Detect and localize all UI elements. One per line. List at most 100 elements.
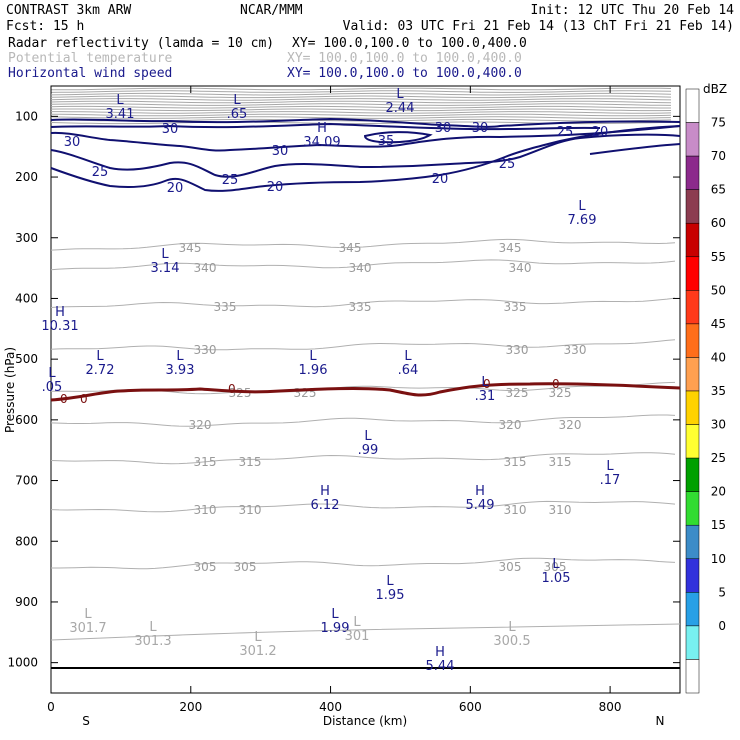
wind-label: 35 [378, 134, 395, 149]
theta-contour-label: 335 [504, 300, 527, 314]
colorbar-swatch [685, 88, 700, 123]
low-marker: L.65 [227, 93, 248, 122]
extremum-value: 2.72 [86, 363, 115, 378]
colorbar-swatch [685, 592, 700, 627]
colorbar-tick-label: 5 [718, 585, 726, 599]
theta-contour-label: 315 [504, 455, 527, 469]
colorbar-tick-label: 40 [711, 350, 726, 364]
wind-label: 30 [272, 144, 289, 159]
y-tick-label: 100 [15, 109, 38, 123]
extremum-value: 34.09 [303, 135, 340, 150]
extremum-type: L [606, 459, 614, 474]
reflectivity-label: 0 [80, 392, 88, 406]
wind-label: 25 [499, 157, 516, 172]
theta-contour-label: 345 [499, 241, 522, 255]
colorbar-swatch [685, 122, 700, 157]
theta-contour-label: 340 [194, 261, 217, 275]
stratosphere-theta-line [50, 98, 672, 101]
extremum-value: .99 [358, 443, 379, 458]
theta-contour-label: 330 [506, 343, 529, 357]
theta-contour-label: 325 [506, 386, 529, 400]
high-marker: H5.44 [426, 645, 455, 674]
colorbar-swatch [685, 323, 700, 358]
low-marker: L.31 [475, 375, 496, 404]
extremum-value: 3.93 [166, 363, 195, 378]
theta-contour-label: 305 [194, 560, 217, 574]
x-tick-label: 600 [459, 700, 482, 714]
field-name-theta: Potential temperature [8, 51, 173, 66]
colorbar-tick-label: 70 [711, 149, 726, 163]
extremum-value: .64 [398, 363, 419, 378]
extremum-type: L [309, 349, 317, 364]
high-marker: H34.09 [303, 121, 340, 150]
low-marker: L.17 [600, 459, 621, 488]
extremum-value: 5.49 [466, 498, 495, 513]
colorbar-swatch [685, 659, 700, 694]
wind-label: 25 [557, 125, 574, 140]
extremum-type: L [149, 620, 157, 635]
extremum-value: 301.2 [239, 644, 276, 659]
y-tick-label: 600 [15, 413, 38, 427]
forecast-hour: Fcst: 15 h [6, 19, 84, 34]
extremum-value: 7.69 [568, 213, 597, 228]
wind-contour-30-upper [50, 117, 681, 128]
extremum-value: .31 [475, 389, 496, 404]
field-xy-reflectivity: XY= 100.0,100.0 to 100.0,400.0 [292, 36, 527, 51]
stratosphere-theta-line [51, 87, 672, 91]
low-marker: L3.41 [106, 93, 135, 122]
low-marker: L1.99 [321, 607, 350, 636]
colorbar-tick-label: 10 [711, 552, 726, 566]
colorbar-swatch [685, 290, 700, 325]
theta-contours [50, 238, 681, 641]
theta-contour-315 [50, 452, 676, 465]
extremum-type: L [508, 620, 516, 635]
extremum-type: L [161, 247, 169, 262]
theta-contour-label: 305 [544, 560, 567, 574]
y-axis-label: Pressure (hPa) [3, 347, 17, 433]
y-tick-label: 1000 [7, 656, 38, 670]
extremum-value: .05 [42, 380, 63, 395]
theta-contour-label: 325 [229, 386, 252, 400]
theta-contour-label: 305 [234, 560, 257, 574]
low-marker: L1.05 [542, 557, 571, 586]
extremum-value: 1.95 [376, 588, 405, 603]
colorbar-tick-label: 60 [711, 216, 726, 230]
wind-label: 20 [267, 180, 284, 195]
extremum-type: L [578, 199, 586, 214]
extremum-type: L [404, 349, 412, 364]
colorbar-tick-label: 25 [711, 451, 726, 465]
theta-contour-label: 345 [179, 241, 202, 255]
extremum-value: 6.12 [311, 498, 340, 513]
colorbar-swatch [685, 222, 700, 258]
wind-label: 20 [167, 181, 184, 196]
colorbar-unit: dBZ [703, 82, 727, 96]
theta-contour-335 [50, 297, 676, 308]
y-tick-label: 700 [15, 474, 38, 488]
y-tick-label: 200 [15, 170, 38, 184]
colorbar-tick-label: 35 [711, 384, 726, 398]
colorbar-tick-label: 20 [711, 485, 726, 499]
low-marker: L3.93 [166, 349, 195, 378]
wind-label: 25 [222, 173, 239, 188]
stratosphere-theta-line [50, 113, 672, 117]
x-axis-north-label: N [656, 714, 665, 728]
extremum-type: H [317, 121, 327, 136]
colorbar-tick-label: 45 [711, 317, 726, 331]
low-marker: L3.14 [151, 247, 180, 276]
colorbar-tick-label: 0 [718, 619, 726, 633]
x-tick-label: 800 [599, 700, 622, 714]
theta-contour-label: 340 [349, 261, 372, 275]
y-tick-label: 400 [15, 291, 38, 305]
extremum-type: L [48, 366, 56, 381]
stratosphere-theta-line [51, 111, 672, 114]
extremum-type: L [84, 607, 92, 622]
extremum-value: 5.44 [426, 659, 455, 674]
colorbar-tick-label: 55 [711, 250, 726, 264]
low-marker: L.99 [358, 429, 379, 458]
y-tick-label: 300 [15, 231, 38, 245]
theta-contour-label: 320 [559, 418, 582, 432]
